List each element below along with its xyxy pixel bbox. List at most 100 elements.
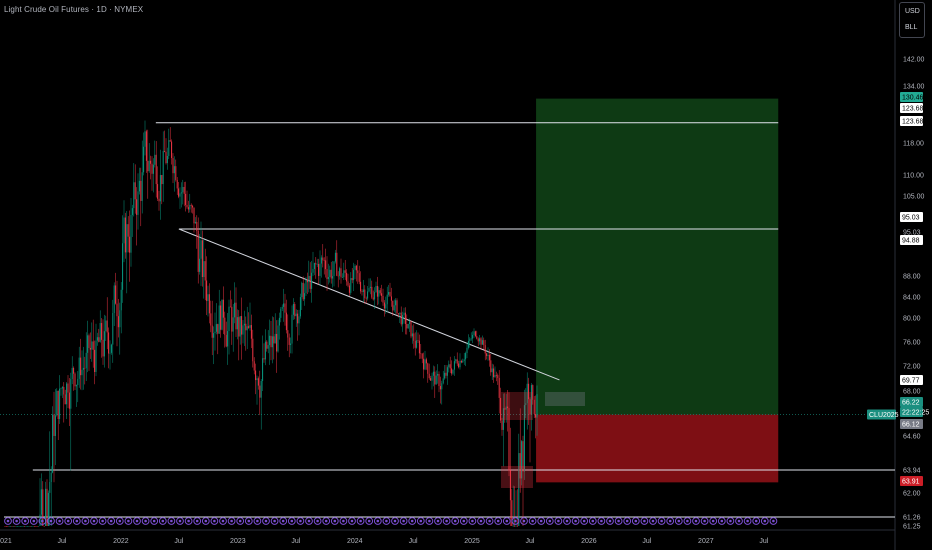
- event-marker-icon: [47, 517, 55, 525]
- candle-body: [493, 368, 495, 378]
- candle-body: [127, 224, 129, 237]
- candle-body: [529, 399, 531, 415]
- candle-body: [136, 199, 138, 215]
- price-axis-tick-label: 105.00: [903, 194, 925, 201]
- event-marker-dot: [187, 519, 190, 523]
- candle-body: [354, 265, 356, 270]
- candle-body: [150, 160, 152, 164]
- price-label-value: 69.77: [902, 378, 920, 385]
- event-marker-dot: [281, 519, 285, 523]
- event-marker-dot: [23, 519, 27, 523]
- highlight-box: [501, 466, 533, 488]
- event-marker-icon: [296, 517, 305, 525]
- candle-body: [315, 263, 317, 265]
- candle-body: [516, 526, 518, 527]
- candle-body: [435, 375, 437, 385]
- candle-body: [259, 385, 261, 398]
- event-marker-icon: [666, 517, 675, 525]
- event-marker-dot: [109, 519, 113, 523]
- event-marker-dot: [531, 519, 534, 523]
- candle-body: [508, 408, 510, 471]
- event-marker-dot: [333, 519, 337, 523]
- candle-body: [295, 313, 297, 317]
- candle-body: [311, 272, 313, 289]
- event-marker-dot: [118, 519, 122, 523]
- candle-body: [459, 360, 461, 368]
- price-label-tag: [900, 397, 923, 407]
- currency-label[interactable]: USD: [905, 8, 920, 15]
- candle-body: [173, 166, 175, 174]
- event-marker-icon: [597, 517, 606, 525]
- event-marker-icon: [365, 517, 374, 525]
- candle-body: [221, 299, 223, 330]
- candle-body: [71, 367, 73, 380]
- event-marker-icon: [253, 517, 262, 525]
- candle-body: [126, 224, 128, 253]
- candle-body: [316, 263, 318, 265]
- event-marker-dot: [643, 519, 646, 523]
- candle-body: [313, 263, 315, 269]
- unit-label[interactable]: BLL: [905, 24, 918, 31]
- event-marker-dot: [505, 519, 509, 523]
- candle-body: [418, 340, 420, 354]
- candle-body: [105, 320, 107, 332]
- candle-body: [372, 297, 374, 300]
- price-label-value: 22:22:25: [902, 410, 929, 417]
- candle-body: [24, 526, 26, 527]
- event-marker-dot: [290, 519, 294, 523]
- candle-body: [393, 305, 395, 311]
- candle-body: [185, 193, 187, 205]
- candle-body: [32, 526, 34, 527]
- candle-body: [444, 372, 446, 379]
- event-marker-icon: [416, 517, 425, 525]
- candle-body: [452, 369, 454, 374]
- event-marker-icon: [348, 517, 356, 525]
- candle-body: [458, 363, 460, 368]
- event-marker-dot: [299, 519, 302, 523]
- candle-body: [430, 378, 432, 381]
- stop-loss-zone: [536, 414, 779, 483]
- price-axis-tick-label: 80.00: [903, 316, 921, 323]
- event-marker-dot: [514, 519, 517, 523]
- candle-body: [15, 526, 17, 527]
- candle-body: [284, 303, 286, 313]
- event-marker-dot: [170, 519, 173, 523]
- event-marker-icon: [571, 517, 580, 525]
- event-marker-dot: [754, 519, 758, 523]
- candle-body: [249, 325, 251, 328]
- candle-body: [336, 252, 338, 276]
- candle-body: [47, 492, 49, 526]
- event-marker-dot: [273, 519, 276, 523]
- candle-body: [318, 263, 320, 276]
- time-axis-tick-label: Jul: [526, 538, 535, 545]
- candle-body: [186, 204, 188, 208]
- candle-body: [397, 313, 399, 315]
- candle-body: [211, 325, 213, 338]
- candle-body: [302, 282, 304, 300]
- event-marker-dot: [324, 519, 328, 523]
- candle-body: [512, 526, 514, 527]
- candle-body: [514, 526, 516, 527]
- event-marker-dot: [479, 519, 483, 523]
- candle-body: [410, 321, 412, 337]
- candle-body: [88, 335, 90, 348]
- currency-unit-selector[interactable]: USD BLL: [899, 2, 925, 38]
- candle-body: [474, 331, 476, 337]
- candle-body: [133, 182, 135, 209]
- candle-body: [89, 347, 91, 350]
- price-label-tag: [900, 375, 923, 385]
- candle-body: [442, 378, 444, 384]
- candle-body: [38, 526, 40, 527]
- candle-body: [456, 359, 458, 364]
- candle-body: [157, 184, 159, 199]
- candle-body: [283, 303, 285, 307]
- event-marker-icon: [270, 517, 279, 525]
- candle-body: [411, 333, 413, 337]
- event-marker-icon: [184, 517, 193, 525]
- candle-body: [168, 140, 170, 156]
- candle-body: [147, 160, 149, 172]
- candle-body: [402, 315, 404, 325]
- time-axis-tick-label: Jul: [291, 538, 300, 545]
